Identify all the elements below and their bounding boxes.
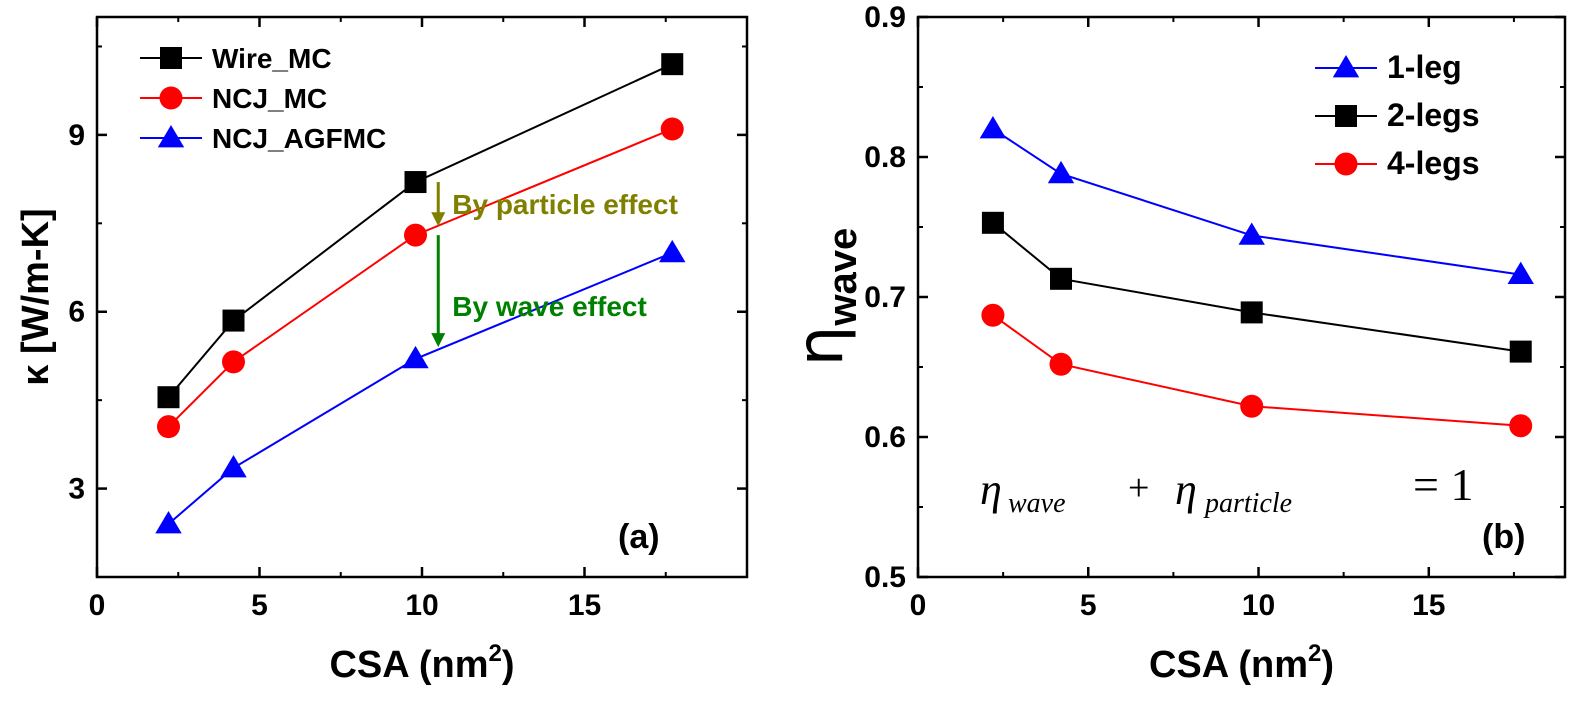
x-tick-label: 0 xyxy=(89,589,106,622)
data-point xyxy=(659,239,686,263)
plot-frame xyxy=(95,15,749,579)
series-line xyxy=(167,63,673,398)
legend-marker xyxy=(159,86,183,110)
data-point xyxy=(1507,261,1534,285)
equation-equals: = 1 xyxy=(1413,459,1473,510)
data-point xyxy=(157,386,180,409)
legend-marker xyxy=(157,125,185,148)
data-point xyxy=(979,116,1007,139)
panel-label: (b) xyxy=(1482,518,1525,556)
x-tick-label: 15 xyxy=(568,589,601,622)
panel-label: (a) xyxy=(618,518,660,556)
legend-label: 1-leg xyxy=(1387,49,1462,85)
y-tick-label: 3 xyxy=(68,473,85,506)
x-tick-label: 10 xyxy=(1242,589,1275,622)
data-point xyxy=(1050,267,1073,290)
series-line xyxy=(167,251,673,525)
series-line xyxy=(992,222,1521,353)
equation-plus: + xyxy=(1128,467,1149,509)
data-point xyxy=(157,415,180,439)
series-line xyxy=(992,128,1521,276)
data-point xyxy=(1509,340,1532,363)
data-point xyxy=(660,117,684,141)
equation: η wave + η particle = 1 xyxy=(980,459,1473,519)
legend-marker xyxy=(1332,55,1360,78)
x-tick-label: 5 xyxy=(251,589,268,622)
data-point xyxy=(981,211,1004,234)
data-point xyxy=(222,350,245,374)
data-point xyxy=(1238,222,1265,245)
legend-marker xyxy=(1334,152,1358,176)
legend-label: NCJ_AGFMC xyxy=(212,123,386,154)
y-tick-label: 0.9 xyxy=(864,1,906,34)
y-tick-label: 0.8 xyxy=(864,141,906,174)
legend-label: Wire_MC xyxy=(212,43,332,74)
data-point xyxy=(1240,394,1264,418)
annotation-label: By particle effect xyxy=(452,189,678,220)
series-line xyxy=(992,314,1521,427)
x-axis-label: CSA (nm2) xyxy=(1149,640,1334,686)
legend-marker xyxy=(1335,105,1357,127)
data-point xyxy=(1049,352,1073,376)
x-tick-label: 5 xyxy=(1080,589,1097,622)
series-line xyxy=(167,128,673,428)
legend-label: NCJ_MC xyxy=(212,83,327,114)
data-point xyxy=(661,53,684,76)
data-point xyxy=(222,309,245,332)
y-tick-label: 6 xyxy=(68,296,85,329)
y-tick-label: 9 xyxy=(68,119,85,152)
data-point xyxy=(1240,301,1263,324)
legend-label: 2-legs xyxy=(1387,97,1479,133)
y-tick-label: 0.6 xyxy=(864,421,906,454)
data-point xyxy=(402,345,429,369)
y-axis-label: ηwave xyxy=(784,228,865,366)
x-tick-label: 10 xyxy=(405,589,438,622)
annotation-label: By wave effect xyxy=(452,291,647,322)
data-point xyxy=(1047,160,1075,184)
panel-a: 0 5 10 15 3 6 9 CSA (nm2) κ [W/m-K] Wire_MC NCJ_MC… xyxy=(15,15,749,686)
data-point xyxy=(155,510,182,534)
equation-eta-2: η xyxy=(1175,465,1197,514)
x-tick-label: 15 xyxy=(1412,589,1445,622)
data-point xyxy=(220,454,247,478)
equation-sub-particle: particle xyxy=(1203,488,1292,519)
annotation-arrow-head xyxy=(431,333,446,348)
data-point xyxy=(404,223,427,247)
y-axis-label: κ [W/m-K] xyxy=(15,208,57,385)
annotation-arrow-head xyxy=(431,212,446,227)
y-tick-label: 0.5 xyxy=(864,561,906,594)
legend-marker xyxy=(160,47,182,69)
legend-label: 4-legs xyxy=(1387,145,1479,181)
data-point xyxy=(1509,414,1533,438)
data-point xyxy=(981,303,1005,327)
x-tick-label: 0 xyxy=(910,589,927,622)
equation-eta-1: η xyxy=(980,465,1002,514)
equation-sub-wave: wave xyxy=(1008,488,1066,519)
x-axis-label: CSA (nm2) xyxy=(329,640,514,686)
data-point xyxy=(404,171,427,194)
y-tick-label: 0.7 xyxy=(864,281,906,314)
